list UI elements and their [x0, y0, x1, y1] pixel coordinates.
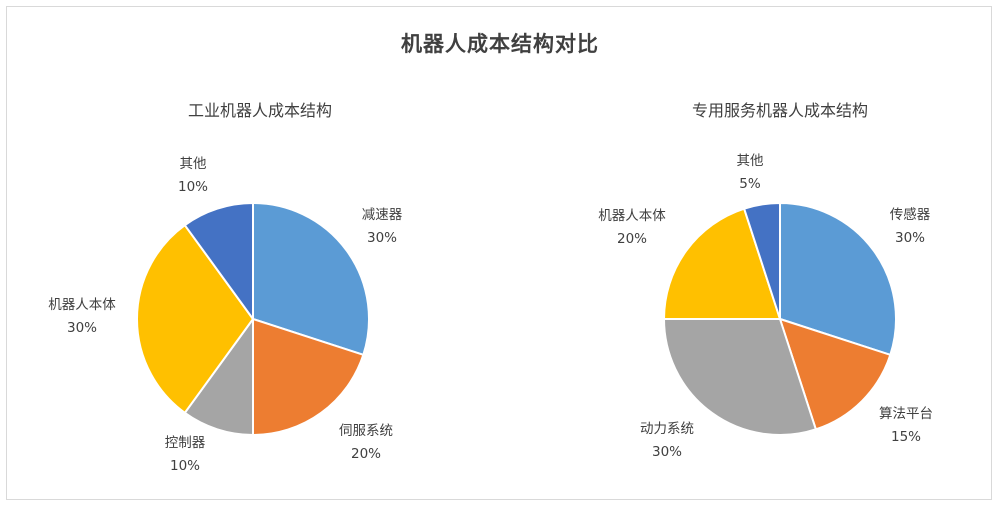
pie-slice	[252, 317, 365, 437]
slice-label: 机器人本体 20%	[598, 208, 666, 247]
slice-label: 动力系统 30%	[640, 421, 694, 460]
slice-category-label: 控制器	[165, 435, 206, 451]
slice-label: 机器人本体 30%	[48, 297, 116, 336]
pie-slice	[662, 207, 782, 320]
slice-category-label: 动力系统	[640, 421, 694, 437]
pie-slice	[183, 315, 254, 437]
slice-category-label: 减速器	[362, 207, 403, 223]
slice-category-label: 其他	[737, 153, 764, 169]
slice-percent-label: 30%	[67, 320, 97, 336]
slice-percent-label: 10%	[178, 179, 208, 195]
pie-chart-0	[136, 201, 370, 437]
pie-slice	[662, 318, 818, 436]
pie-slice	[136, 223, 255, 415]
slice-label: 减速器 30%	[362, 207, 403, 246]
slice-category-label: 机器人本体	[48, 297, 116, 313]
slice-category-label: 算法平台	[879, 406, 933, 422]
pie-title-service: 专用服务机器人成本结构	[691, 101, 868, 120]
slice-label: 算法平台 15%	[879, 406, 933, 445]
pie-slice	[252, 201, 370, 357]
slice-percent-label: 10%	[170, 458, 200, 474]
slice-percent-label: 30%	[895, 230, 925, 246]
slice-percent-label: 30%	[367, 230, 397, 246]
slice-category-label: 传感器	[890, 206, 931, 223]
main-title: 机器人成本结构对比	[401, 32, 599, 56]
pie-slice	[742, 201, 781, 320]
slice-percent-label: 15%	[891, 429, 921, 445]
slice-label: 控制器 10%	[165, 435, 206, 474]
slice-label: 其他 5%	[737, 153, 764, 192]
pie-slice	[183, 201, 254, 323]
slice-label: 传感器 30%	[890, 206, 931, 246]
pie-chart-1	[662, 201, 897, 436]
slice-category-label: 机器人本体	[598, 208, 666, 224]
pie-title-industrial: 工业机器人成本结构	[187, 101, 332, 120]
slice-label: 其他 10%	[178, 156, 208, 195]
slice-category-label: 伺服系统	[339, 423, 393, 439]
pie-slice	[779, 201, 897, 357]
slice-category-label: 其他	[180, 156, 207, 172]
slice-label: 伺服系统 20%	[339, 423, 393, 462]
slice-percent-label: 20%	[351, 446, 381, 462]
slice-percent-label: 5%	[739, 176, 761, 192]
slice-percent-label: 20%	[617, 231, 647, 247]
slice-percent-label: 30%	[652, 444, 682, 460]
